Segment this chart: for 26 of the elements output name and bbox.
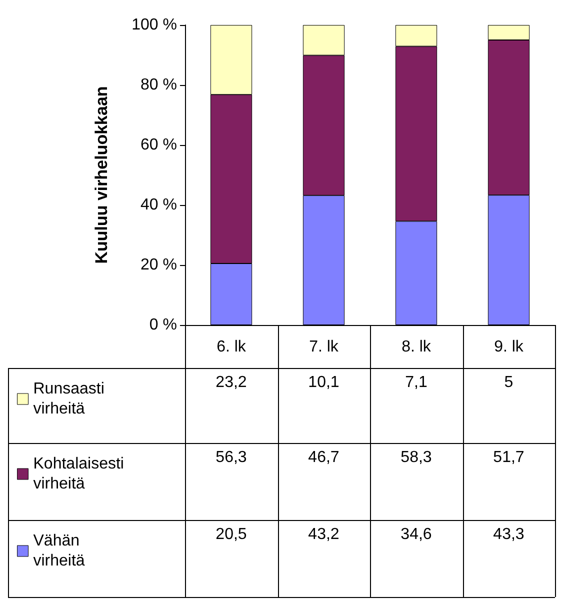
x-tick-label: 8. lk — [402, 338, 432, 356]
y-tick-label: 80 % — [140, 76, 177, 94]
data-label: 56,3 — [214, 449, 248, 467]
y-tick-label: 40 % — [140, 196, 177, 214]
data-label: 51,7 — [492, 449, 526, 467]
y-tick-label: 0 % — [149, 316, 177, 334]
data-label: 23,2 — [214, 374, 248, 392]
x-tick-label: 9. lk — [494, 338, 524, 356]
data-label: 5 — [503, 374, 514, 392]
data-label: 34,6 — [400, 526, 433, 544]
legend-label: Runsaasti virheitä — [33, 380, 109, 418]
legend-label: Kohtalaisesti virheitä — [33, 456, 128, 492]
data-label: 58,3 — [400, 449, 433, 467]
data-label: 20,5 — [214, 526, 248, 544]
y-tick-label: 100 % — [132, 16, 177, 34]
data-label: 46,7 — [307, 449, 340, 467]
y-tick-label: 60 % — [140, 136, 177, 154]
legend-label: Vähän virheitä — [33, 532, 85, 570]
y-tick-label: 20 % — [140, 256, 177, 274]
y-axis-title: Kuuluu virheluokkaan — [92, 86, 111, 264]
data-label: 43,2 — [307, 526, 340, 544]
x-tick-label: 6. lk — [216, 338, 247, 356]
data-label: 7,1 — [404, 374, 428, 392]
x-tick-label: 7. lk — [309, 338, 340, 356]
data-label: 10,1 — [307, 374, 340, 392]
data-label: 43,3 — [492, 526, 526, 544]
